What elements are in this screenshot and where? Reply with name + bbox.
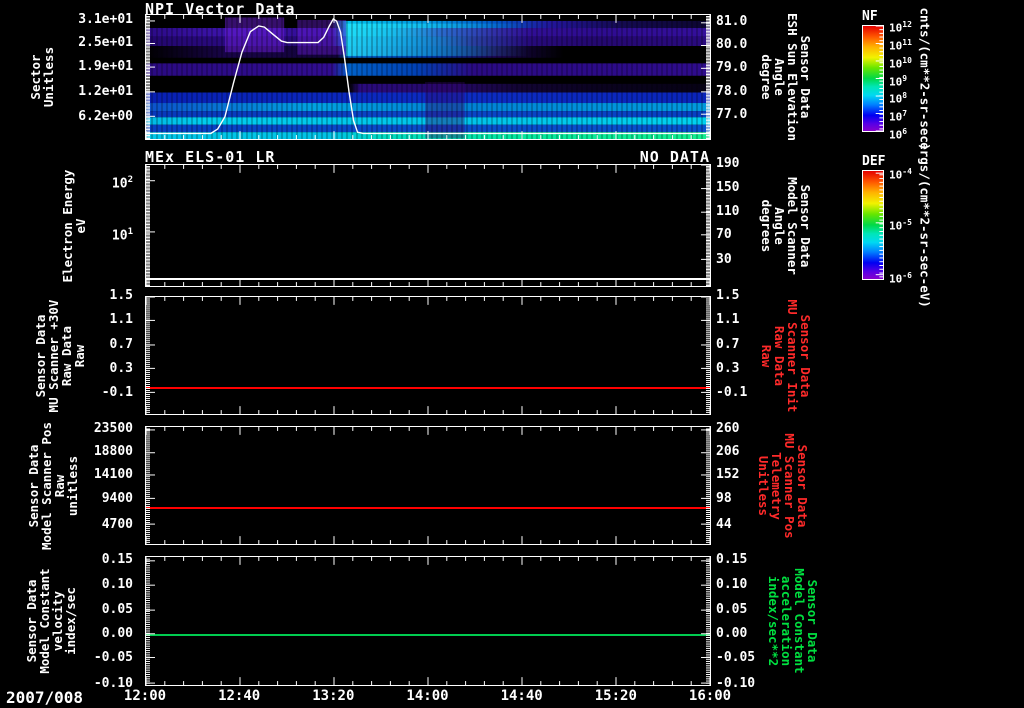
tick-label-left: -0.05 [93,650,133,666]
tick-label-left: 102 [111,174,133,192]
colorbar-tick-label: 10-4 [889,167,912,182]
tick-label-right: 80.0 [716,36,748,52]
tick-label-right: 70 [716,226,732,242]
axis-label-left-model-scanner-pos: Sensor Data Model Scanner Pos Raw unitless [26,421,80,550]
tick-label-right: 0.00 [716,626,748,641]
axis-label-left-mex-els-01-lr: Electron Energy eV [60,169,88,282]
axis-label-right-model-constant: Sensor Data Model Constant acceleration ind… [766,568,820,674]
tick-label-left: -0.10 [93,676,133,692]
colorbar-tick-label: 106 [889,127,908,142]
axis-label-left-mu-scanner-plus30v: Sensor Data MU Scanner +30V Raw Data Raw [33,299,87,412]
spectrogram-noise [146,15,710,139]
tick-label-left: 101 [111,227,133,244]
colorbar-tick-label: 10-6 [889,270,912,286]
tick-label-left: 1.1 [109,311,133,327]
tick-label-right: 0.10 [716,576,748,592]
tick-label-left: 1.5 [109,288,133,303]
tick-label-right: 77.0 [716,106,748,122]
data-line-model-constant [146,634,710,636]
axis-label-right-npi-vector-data: Sensor Data ESH Sun Elevation Angle degree [759,13,813,141]
data-line-mu-scanner-plus30v [146,387,710,390]
tick-label-right: 44 [716,516,732,532]
tick-label-right: 190 [716,156,740,171]
panel-model-scanner-pos [145,426,711,545]
tick-label-right: 78.0 [716,84,748,100]
tick-label-right: 30 [716,251,732,267]
panel-mu-scanner-plus30v [145,296,711,415]
tick-label-left: 0.05 [101,601,133,617]
colorbar-tick-label: 108 [889,91,908,107]
tick-label-left: 4700 [101,516,133,532]
tick-label-right: 0.7 [716,336,740,352]
tick-label-left: 1.2e+01 [78,84,133,100]
colorbar-tick-label: 1010 [889,55,912,71]
tick-label-right: 206 [716,444,740,460]
colorbar-label-def: DEF [862,154,886,169]
colorbar-tick-label: 1011 [889,37,912,53]
tick-label-right: -0.10 [716,676,756,692]
axis-label-left-npi-vector-data: Sector Unitless [28,46,56,108]
tick-label-right: 152 [716,466,740,482]
time-label: 16:00 [688,688,732,704]
data-line-model-scanner-pos [146,506,710,509]
tick-label-right: 1.5 [716,288,740,303]
time-label: 13:20 [312,688,355,704]
tick-label-right: -0.1 [716,384,748,400]
tick-label-left: 0.10 [101,576,133,592]
axis-label-right-model-scanner-pos: Sensor Data MU Scanner Pos Telemetry Unitle… [756,432,810,539]
tick-label-left: 0.7 [109,336,133,352]
time-label: 14:40 [500,688,543,704]
tick-label-left: -0.1 [101,384,133,400]
tick-label-left: 0.3 [109,360,133,376]
tick-label-right: 110 [716,203,740,219]
tick-label-right: 79.0 [716,60,748,76]
colorbar-label-nf: NF [862,9,878,24]
tick-label-right: 81.0 [716,13,748,29]
axis-label-left-model-constant: Sensor Data Model Constant velocity index/s… [24,568,78,674]
tick-label-right: -0.05 [716,650,756,666]
panel-note-mex-els-01-lr: NO DATA [639,148,710,166]
time-label: 15:20 [594,688,637,704]
tick-label-left: 6.2e+00 [78,108,133,124]
colorbar-units-def: ergs/(cm**2-sr-sec-eV) [917,142,933,308]
colorbar-nf [862,25,884,132]
axis-label-right-mu-scanner-plus30v: Sensor Data MU Scanner Init Raw Data Raw [759,299,813,412]
colorbar-tick-label: 1012 [889,20,912,35]
colorbar-tick-label: 10-5 [889,217,912,233]
tick-label-left: 3.1e+01 [78,12,133,28]
panel-model-constant [145,556,711,686]
tick-label-right: 0.05 [716,601,748,617]
tick-label-right: 260 [716,420,740,436]
tick-label-left: 14100 [93,466,133,482]
time-label: 14:00 [406,688,449,704]
tick-label-right: 98 [716,490,732,506]
tick-label-left: 2.5e+01 [78,34,133,50]
tick-label-left: 18800 [93,444,133,460]
sun-elevation-curve [146,17,710,135]
tick-label-left: 0.00 [101,626,133,641]
colorbar-units-nf: cnts/(cm**2-sr-sec) [917,7,933,150]
panel-title-mex-els-01-lr: MEx ELS-01 LR [145,148,276,166]
colorbar-tick-label: 109 [889,73,908,89]
tick-label-left: 9400 [101,490,133,506]
tick-label-right: 0.3 [716,360,740,376]
date-label: 2007/008 [6,688,84,707]
tick-label-left: 0.15 [101,551,133,567]
tick-label-left: 1.9e+01 [78,58,133,74]
panel-mex-els-01-lr [145,164,711,287]
time-label: 12:00 [123,688,167,704]
panel-npi-vector-data [145,14,711,140]
tick-label-right: 1.1 [716,311,740,327]
axis-label-right-mex-els-01-lr: Sensor Data Model Scanner Angle degrees [759,176,813,275]
panel-title-npi-vector-data: NPI Vector Data [145,0,296,18]
tick-label-right: 150 [716,179,740,195]
tick-label-left: 23500 [93,420,133,436]
colorbar-tick-label: 107 [889,109,908,124]
tick-label-right: 0.15 [716,551,748,567]
colorbar-def [862,170,884,280]
time-label: 12:40 [218,688,261,704]
